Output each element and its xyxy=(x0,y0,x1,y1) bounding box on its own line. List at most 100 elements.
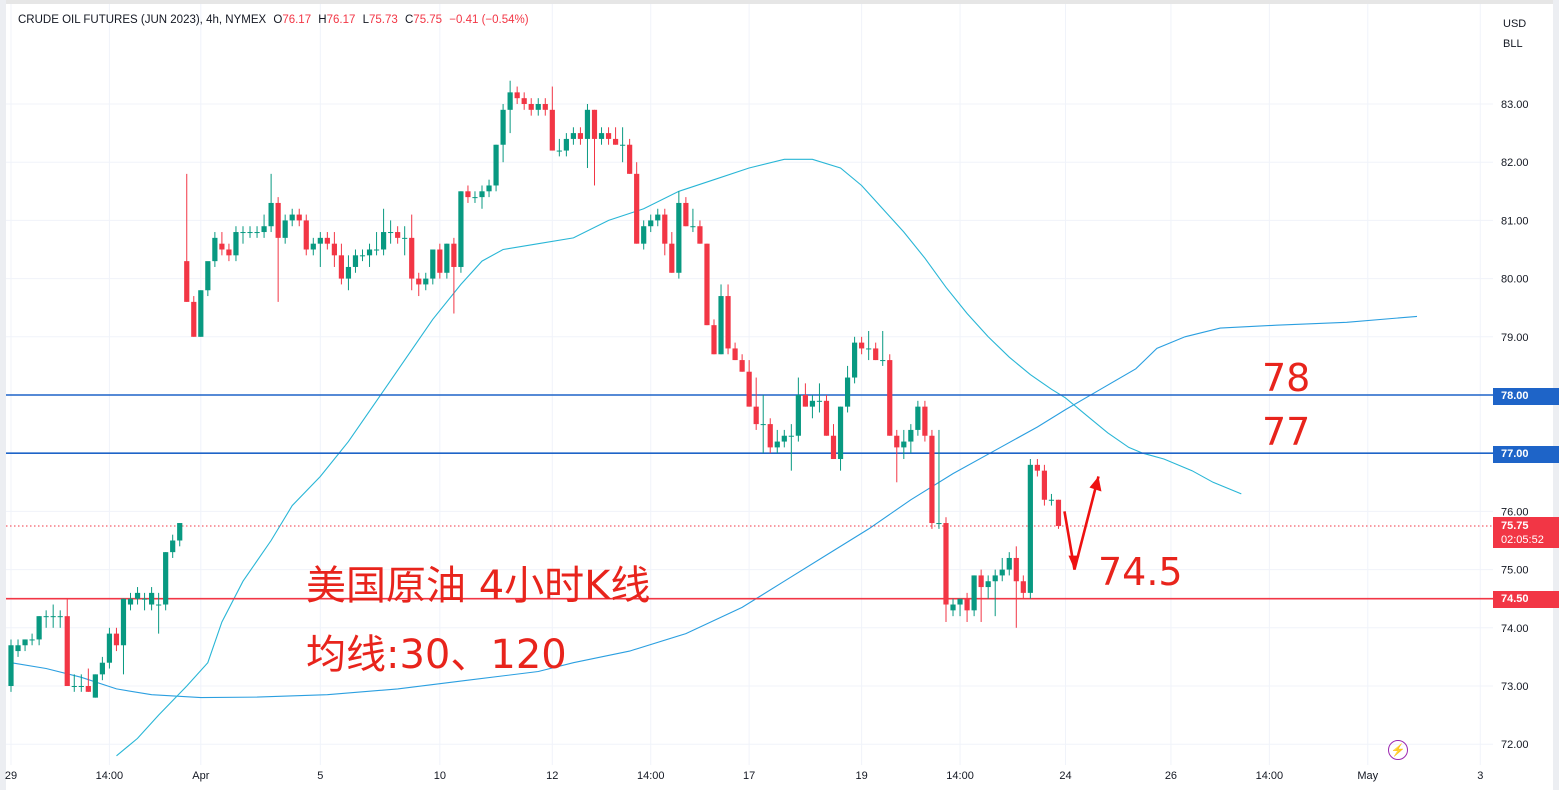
candle-body xyxy=(929,435,935,524)
candle-body xyxy=(458,191,464,267)
candle-body xyxy=(233,232,239,256)
candle-body xyxy=(423,278,429,285)
candle-body xyxy=(964,598,970,611)
candle-body xyxy=(240,232,246,234)
candlesticks xyxy=(8,80,1062,698)
currency-unit[interactable]: USD BLL xyxy=(1503,14,1526,54)
high-key: H xyxy=(318,14,327,26)
x-tick-label: 19 xyxy=(856,770,868,782)
flash-icon[interactable]: ⚡ xyxy=(1388,740,1408,760)
candle-body xyxy=(57,616,63,618)
candle-body xyxy=(317,237,323,244)
candle-body xyxy=(598,133,605,139)
candle-body xyxy=(29,639,35,641)
x-tick-label: 29 xyxy=(5,770,17,782)
candle-body xyxy=(852,342,858,378)
candle-body xyxy=(395,232,401,238)
candle-body xyxy=(149,592,155,605)
currency-label: USD xyxy=(1503,18,1527,30)
candle-body xyxy=(978,575,984,588)
current-price-label: 75.75 02:05:52 xyxy=(1493,517,1559,548)
candle-body xyxy=(880,360,886,362)
candle-body xyxy=(500,109,506,145)
x-tick-label: 26 xyxy=(1165,770,1177,782)
candle-body xyxy=(113,633,120,646)
candle-body xyxy=(887,360,893,436)
candle-body xyxy=(156,604,162,606)
candle-body xyxy=(388,232,394,234)
y-tick-label: 81.00 xyxy=(1501,215,1529,227)
candle-body xyxy=(873,348,879,361)
candle-body xyxy=(261,226,267,233)
candle-body xyxy=(767,424,773,448)
candle-body xyxy=(1055,499,1062,526)
candle-body xyxy=(634,173,640,244)
symbol-legend: CRUDE OIL FUTURES (JUN 2023), 4h, NYMEX … xyxy=(18,14,529,26)
unit-label: BLL xyxy=(1503,38,1523,50)
candle-body xyxy=(662,214,668,244)
candle-body xyxy=(380,232,387,250)
candle-body xyxy=(605,133,612,139)
candle-body xyxy=(324,237,330,244)
candle-body xyxy=(676,202,682,273)
time-axis[interactable]: 29 14:00 Apr 5 10 12 14:00 17 19 14:00 24 26 14:00 Ma… xyxy=(5,770,1483,782)
low-key: L xyxy=(362,14,369,26)
candle-body xyxy=(170,540,176,553)
candle-body xyxy=(943,523,949,605)
candle-body xyxy=(310,243,316,250)
open-value: 76.17 xyxy=(282,14,312,26)
close-key: C xyxy=(404,14,414,26)
candle-body xyxy=(226,249,232,256)
candle-body xyxy=(43,616,49,618)
current-price: 75.75 xyxy=(1501,520,1529,532)
candle-body xyxy=(437,249,443,273)
candle-body xyxy=(809,400,816,407)
candle-body xyxy=(985,581,991,588)
candle-body xyxy=(830,435,837,460)
candle-body xyxy=(957,598,963,605)
x-tick-label: 3 xyxy=(1477,770,1483,782)
candle-body xyxy=(1041,470,1048,500)
candle-body xyxy=(163,552,169,605)
candle-body xyxy=(549,109,555,151)
projection-arrows xyxy=(1063,476,1102,570)
candle-body xyxy=(177,523,183,541)
candle-body xyxy=(915,406,921,430)
y-tick-label: 73.00 xyxy=(1501,681,1529,693)
x-tick-label: May xyxy=(1357,770,1378,782)
candle-body xyxy=(85,686,91,692)
candle-body xyxy=(950,604,956,611)
candle-body xyxy=(971,575,977,611)
candle-body xyxy=(908,429,914,442)
candle-body xyxy=(844,377,851,407)
x-tick-label: Apr xyxy=(192,770,209,782)
candle-body xyxy=(507,92,513,110)
candle-body xyxy=(774,441,780,448)
candle-body xyxy=(992,575,998,582)
candle-body xyxy=(627,144,633,174)
candle-body xyxy=(493,144,499,186)
candle-body xyxy=(345,266,352,279)
candle-body xyxy=(556,150,562,152)
candle-body xyxy=(366,249,373,256)
candle-body xyxy=(521,98,527,104)
candle-body xyxy=(254,232,260,234)
candle-body xyxy=(184,261,190,302)
low-value: 75.73 xyxy=(369,14,398,26)
candle-body xyxy=(655,214,661,221)
bar-countdown: 02:05:52 xyxy=(1501,534,1544,546)
candle-body xyxy=(416,278,422,285)
candle-body xyxy=(50,616,56,618)
candle-body xyxy=(823,400,830,436)
candle-body xyxy=(36,616,42,640)
candle-body xyxy=(584,109,591,139)
annotation-level-77: 77 xyxy=(1262,410,1311,454)
candle-body xyxy=(732,348,738,361)
candle-body xyxy=(402,237,408,239)
candle-body xyxy=(760,424,766,426)
candle-body xyxy=(451,243,457,267)
candle-body xyxy=(8,645,14,686)
candle-body xyxy=(141,598,148,600)
candle-body xyxy=(690,226,696,228)
